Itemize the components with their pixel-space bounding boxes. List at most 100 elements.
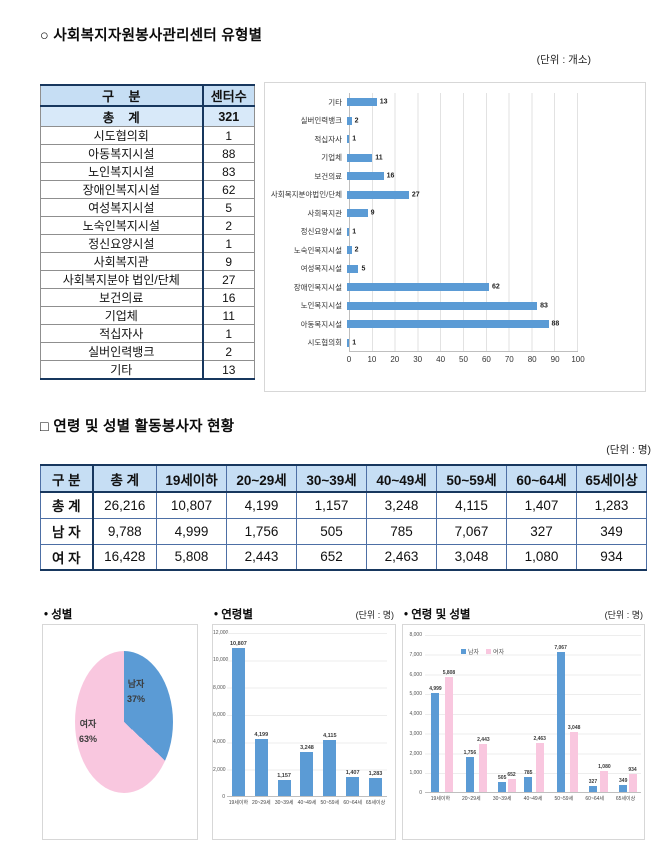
column-header: 센터수 [202, 84, 255, 107]
x-tick: 90 [550, 355, 560, 364]
chart-bars-area: 기타 13 실버인력뱅크 2 적십자사 1 기업체 11 보건의료 16 사회복지분야법인/단체 27… [267, 93, 575, 352]
pie-chart-title: • 성별 [44, 609, 73, 621]
section2-unit-label: (단위 : 명) [606, 444, 651, 456]
y-tick: 3,000 [409, 730, 422, 737]
row-label: 아동복지시설 [40, 144, 204, 163]
center-type-table: 구 분 센터수 총 계 321 시도협의회 1 아동복지시설 88 노인복지시설 83 장애인복지… [40, 84, 255, 380]
bar-column: 3,248 [297, 745, 317, 796]
value-label: 7,067 [554, 645, 567, 652]
x-tick: 60 [481, 355, 491, 364]
plot-area: 10,807 4,199 1,157 3,248 4,115 1,407 1,283 [227, 633, 387, 797]
value-label: 1 [352, 135, 357, 143]
bar-zone: 13 [346, 93, 575, 112]
bar-zone: 1 [346, 223, 575, 242]
bar-group: 1,756 2,443 [464, 737, 490, 792]
cell-value: 1,756 [226, 517, 297, 545]
legend-item: 남자 [461, 647, 479, 656]
bar [535, 743, 544, 792]
column-header: 40~49세 [366, 464, 437, 493]
cell-value: 7,067 [436, 517, 507, 545]
x-label: 40~49세 [523, 796, 543, 802]
value-label: 27 [411, 191, 420, 199]
category-label: 노숙인복지시설 [293, 245, 342, 255]
bar-zone: 1 [346, 334, 575, 353]
legend-label: 남자 [468, 650, 480, 656]
pie-slice-label-female: 여자 63% [79, 719, 98, 745]
bar-column: 652 [507, 772, 516, 792]
cell-value: 3,248 [366, 491, 437, 519]
column-header: 총 계 [92, 464, 157, 493]
category-label: 장애인복지시설 [293, 282, 342, 292]
bar-row: 기타 13 [267, 93, 575, 112]
value-label: 83 [540, 302, 548, 310]
category-label: 사회복지분야법인/단체 [270, 190, 342, 200]
cell-value: 1,080 [506, 543, 577, 571]
plot-area: 4,999 5,808 1,756 2,443 505 652 785 2,463 7,067 3… [425, 635, 641, 793]
category-label: 아동복지시설 [300, 319, 342, 329]
bar-group: 4,999 5,808 [429, 670, 455, 792]
category-label: 보건의료 [314, 171, 342, 181]
x-tick: 80 [527, 355, 537, 364]
legend-swatch [461, 649, 466, 654]
bar [556, 652, 565, 792]
bar [600, 770, 609, 792]
category-label: 노인복지시설 [300, 301, 342, 311]
table-row: 노숙인복지시설 2 [40, 216, 255, 235]
legend-label: 여자 [493, 650, 505, 656]
x-tick: 100 [571, 355, 585, 364]
value-label: 327 [588, 778, 598, 785]
bar [346, 776, 360, 796]
bar-column: 2,463 [533, 736, 546, 792]
cell-value: 1,157 [296, 491, 367, 519]
x-tick: 70 [504, 355, 514, 364]
value-label: 1 [352, 339, 357, 347]
category-label: 적십자사 [314, 134, 342, 144]
cell-value: 785 [366, 517, 437, 545]
row-label: 실버인력뱅크 [40, 342, 204, 361]
cell-value: 3,048 [436, 543, 507, 571]
cell-value: 1 [202, 126, 255, 145]
cell-value: 88 [202, 144, 255, 163]
age-gender-bar-chart: 8,000 7,000 6,000 5,000 4,000 3,000 2,000 1,000… [402, 624, 645, 840]
bar-group: 327 1,080 [589, 764, 611, 792]
bar-column: 1,157 [274, 773, 294, 796]
y-tick: 12,000 [213, 630, 229, 636]
x-tick: 30 [413, 355, 423, 364]
bar-zone: 11 [346, 149, 575, 168]
bar [498, 782, 507, 792]
bar-group: 349 934 [619, 767, 637, 792]
bar [628, 773, 637, 792]
row-label: 여 자 [40, 543, 94, 571]
table-row: 사회복지관 9 [40, 252, 255, 271]
cell-value: 652 [296, 543, 367, 571]
x-label: 50~59세 [554, 796, 574, 802]
table-row: 여 자 16,428 5,808 2,443 652 2,463 3,048 1,080 934 [40, 543, 647, 571]
age-gender-chart-unit-label: (단위 : 명) [604, 610, 643, 620]
value-label: 1,080 [598, 763, 611, 770]
value-label: 5,808 [442, 670, 456, 677]
bar-column: 3,048 [568, 725, 580, 792]
value-label: 2,463 [533, 736, 546, 743]
y-tick: 5,000 [409, 691, 422, 698]
bar-column: 10,807 [228, 641, 248, 796]
bar-column: 4,999 [429, 686, 442, 792]
category-label: 여성복지시설 [300, 264, 342, 274]
row-label: 총 계 [40, 491, 94, 519]
cell-value: 10,807 [156, 491, 227, 519]
bar-column: 785 [524, 770, 532, 792]
row-label: 총 계 [40, 105, 204, 127]
bar-row: 장애인복지시설 62 [267, 278, 575, 297]
table-row: 기업체 11 [40, 306, 255, 325]
bar-group: 7,067 3,048 [554, 645, 580, 792]
table-row: 아동복지시설 88 [40, 144, 255, 163]
row-label: 정신요양시설 [40, 234, 204, 253]
by-age-bar-chart: 12,000 10,000 8,000 6,000 4,000 2,000 0 10,807… [212, 624, 396, 840]
bar-column: 505 [498, 775, 506, 792]
value-label: 4,999 [429, 686, 442, 693]
x-tick: 0 [346, 355, 352, 364]
section1-unit-label: (단위 : 개소) [536, 54, 591, 66]
x-label: 20~29세 [251, 800, 271, 806]
column-header: 구 분 [40, 84, 204, 107]
y-tick: 2,000 [409, 750, 422, 757]
